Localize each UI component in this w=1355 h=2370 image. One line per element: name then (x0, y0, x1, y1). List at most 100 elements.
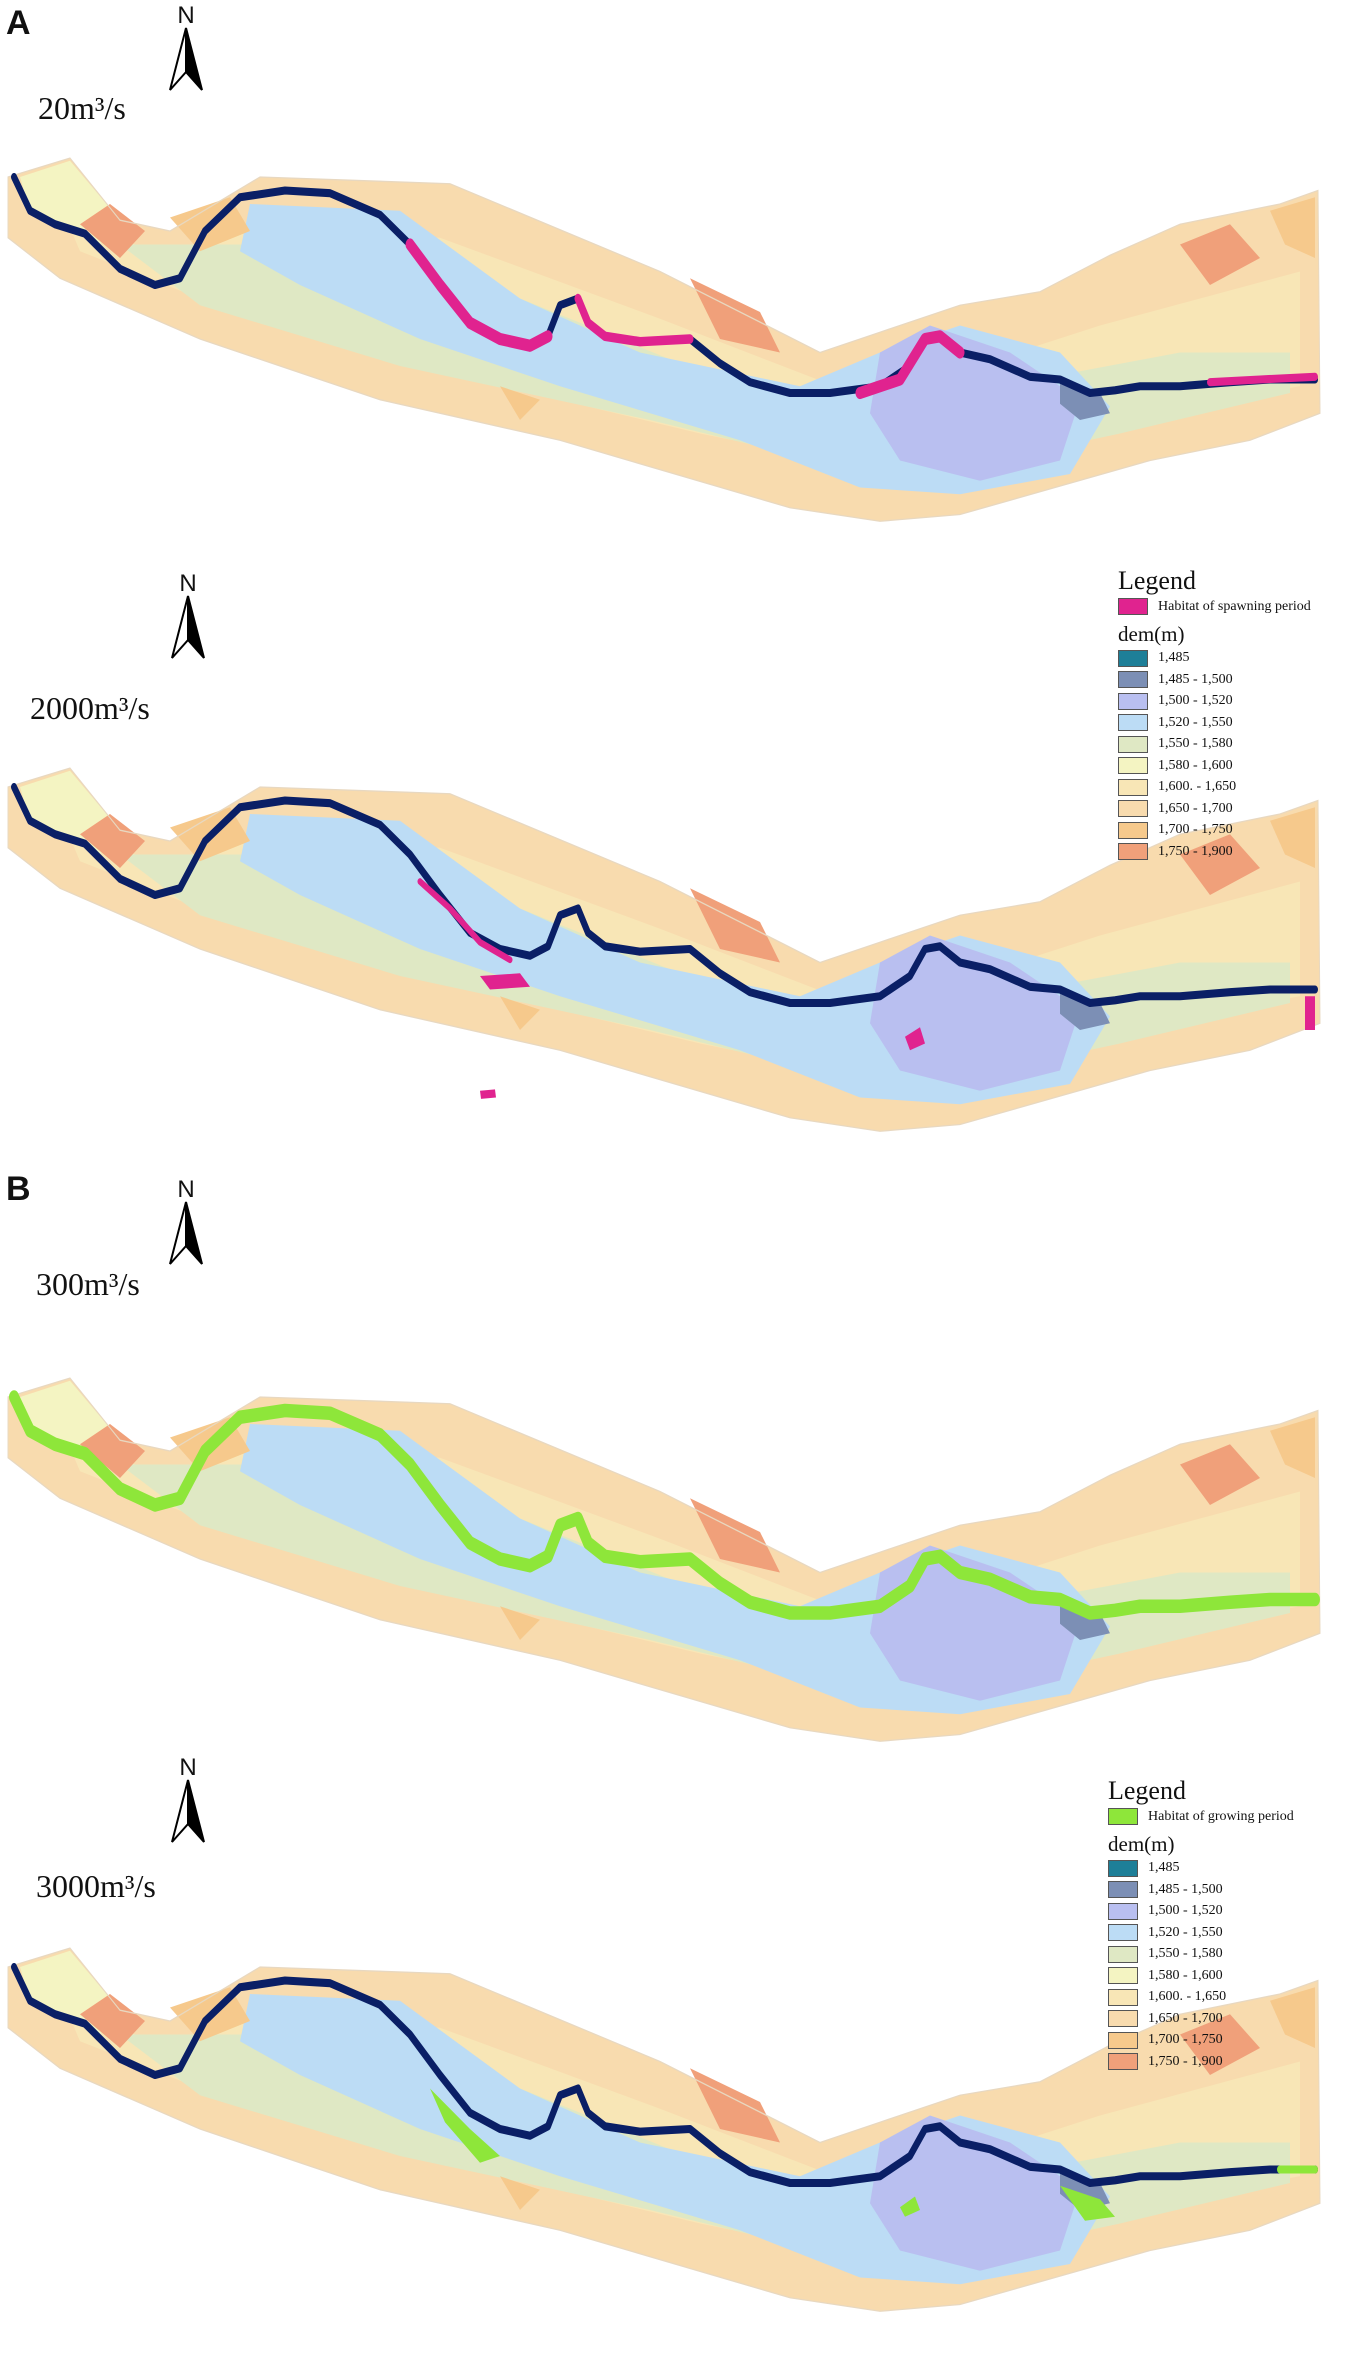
dem-swatch (1108, 2010, 1138, 2028)
hill-east (1180, 834, 1260, 895)
north-arrow: N (164, 1176, 208, 1266)
habitat-patch (855, 330, 965, 400)
dem-class-item: 1,600. - 1,650 (1108, 1987, 1348, 2009)
dem-class-item: 1,580 - 1,600 (1118, 755, 1355, 777)
dem-class-label: 1,750 - 1,900 (1158, 843, 1233, 859)
north-arrow-icon (171, 595, 205, 659)
north-arrow: N (164, 2, 208, 92)
river-channel (11, 1962, 1318, 2188)
dem-title: dem(m) (1108, 1831, 1175, 1856)
dem-swatch (1108, 1902, 1138, 1920)
map-a2 (0, 720, 1355, 1190)
dem-class-item: 1,700 - 1,750 (1108, 2030, 1348, 2052)
north-arrow-icon (171, 1779, 205, 1843)
habitat-patch (405, 238, 553, 352)
terrain-reservoir (870, 2115, 1080, 2271)
habitat-patch (574, 293, 694, 347)
hill-central (690, 278, 780, 353)
dem-swatch (1118, 714, 1148, 732)
dem-swatch (1108, 1924, 1138, 1942)
dem-class-item: 1,485 (1118, 648, 1355, 670)
dem-class-item: 1,550 - 1,580 (1118, 734, 1355, 756)
map-b1-svg (7, 1377, 1321, 1742)
dem-class-label: 1,580 - 1,600 (1158, 757, 1233, 773)
north-letter: N (179, 570, 197, 597)
habitat-patch (1207, 372, 1318, 387)
north-letter: N (177, 1176, 195, 1203)
habitat-patch (430, 2088, 500, 2163)
dem-swatch (1118, 692, 1148, 710)
habitat-label: Habitat of growing period (1148, 1808, 1294, 1824)
terrain-reservoir (870, 935, 1080, 1091)
habitat-patch (480, 1089, 496, 1099)
dem-swatch (1118, 821, 1148, 839)
dem-class-label: 1,650 - 1,700 (1148, 2010, 1223, 2026)
hill-east-2 (1270, 197, 1315, 258)
hill-east-2 (1270, 807, 1315, 868)
habitat-patch (905, 1027, 925, 1051)
flow-label: 20m³/s (38, 90, 126, 126)
dem-class-item: 1,580 - 1,600 (1108, 1965, 1348, 1987)
dem-class-label: 1,520 - 1,550 (1158, 714, 1233, 730)
dem-class-label: 1,600. - 1,650 (1158, 779, 1237, 795)
north-arrow-icon (169, 1201, 203, 1265)
map-boundary (7, 157, 1321, 522)
habitat-swatch (1108, 1808, 1138, 1826)
legend-a: Legend Habitat of spawning period dem(m)… (1118, 566, 1355, 863)
map-b2-svg (7, 1947, 1321, 2312)
hill-east (1180, 2014, 1260, 2075)
flow-label: 2000m³/s (30, 690, 150, 726)
flow-label: 300m³/s (36, 1266, 140, 1302)
hill-west (80, 814, 145, 868)
hill-west (80, 204, 145, 258)
map-b2 (0, 1900, 1355, 2370)
dem-class-label: 1,750 - 1,900 (1148, 2053, 1223, 2069)
legend-title: Legend (1118, 566, 1196, 595)
habitat-patch (9, 1390, 1320, 1620)
dem-class-list: 1,485 1,485 - 1,500 1,500 - 1,520 1,520 - 1… (1118, 648, 1355, 863)
north-arrow: N (166, 1754, 210, 1844)
legend-habitat-item: Habitat of spawning period (1118, 596, 1355, 618)
north-letter: N (177, 2, 195, 29)
dem-class-item: 1,650 - 1,700 (1118, 798, 1355, 820)
hill-east-2 (1270, 1417, 1315, 1478)
hill-south (500, 386, 540, 420)
habitat-spawning (405, 238, 1318, 400)
habitat-swatch (1118, 598, 1148, 616)
dem-swatch (1118, 671, 1148, 689)
dem-class-label: 1,580 - 1,600 (1148, 1967, 1223, 1983)
habitat-growing (430, 2088, 1318, 2221)
hill-south (500, 2176, 540, 2210)
dem-class-item: 1,485 - 1,500 (1108, 1879, 1348, 1901)
panel-label-b: B (6, 1170, 31, 1208)
dem-swatch (1118, 843, 1148, 861)
hill-south (500, 1606, 540, 1640)
habitat-growing (9, 1390, 1320, 1620)
dem-class-item: 1,700 - 1,750 (1118, 820, 1355, 842)
dem-swatch (1118, 800, 1148, 818)
terrain-deep-pool (1060, 989, 1110, 1030)
map-boundary (7, 1947, 1321, 2312)
habitat-spawning (417, 878, 1315, 1099)
legend-habitat-item: Habitat of growing period (1108, 1806, 1348, 1828)
dem-swatch (1118, 735, 1148, 753)
dem-swatch (1118, 757, 1148, 775)
dem-swatch (1108, 1945, 1138, 1963)
habitat-patch (1305, 996, 1315, 1030)
dem-class-item: 1,750 - 1,900 (1118, 841, 1355, 863)
dem-swatch (1118, 649, 1148, 667)
legend-b: Legend Habitat of growing period dem(m) … (1108, 1776, 1348, 2073)
dem-class-item: 1,650 - 1,700 (1108, 2008, 1348, 2030)
dem-class-label: 1,550 - 1,580 (1158, 736, 1233, 752)
panel-label-a: A (6, 4, 31, 42)
map-a2-svg (7, 767, 1321, 1132)
north-letter: N (179, 1754, 197, 1781)
north-arrow-icon (169, 27, 203, 91)
dem-class-item: 1,520 - 1,550 (1118, 712, 1355, 734)
hill-central (690, 2068, 780, 2143)
dem-class-label: 1,700 - 1,750 (1158, 822, 1233, 838)
map-b1 (0, 1330, 1355, 1800)
habitat-patch (1060, 2185, 1115, 2221)
dem-swatch (1108, 1881, 1138, 1899)
dem-class-item: 1,750 - 1,900 (1108, 2051, 1348, 2073)
